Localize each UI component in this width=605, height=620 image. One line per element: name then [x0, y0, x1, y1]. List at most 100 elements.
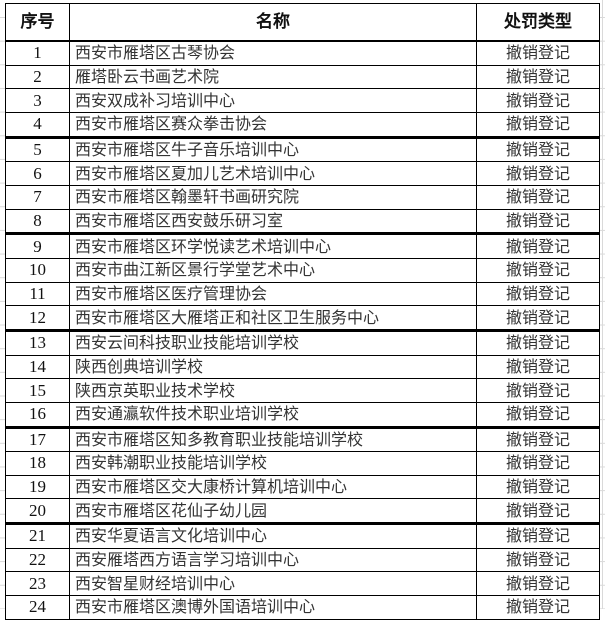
- cell-name: 西安市雁塔区环学悦读艺术培训中心: [69, 233, 477, 259]
- cell-type: 撤销登记: [476, 401, 600, 429]
- cell-type: 撤销登记: [476, 595, 600, 620]
- cell-type: 撤销登记: [476, 547, 600, 573]
- header-row: 序号 名称 处罚类型: [5, 3, 600, 42]
- cell-type: 撤销登记: [476, 40, 600, 66]
- table-row: 11 西安市雁塔区医疗管理协会 撤销登记: [5, 281, 600, 307]
- cell-name: 西安雁塔西方语言学习培训中心: [69, 547, 477, 573]
- cell-type: 撤销登记: [476, 281, 600, 307]
- cell-name: 西安市雁塔区花仙子幼儿园: [69, 498, 477, 526]
- cell-name: 雁塔卧云书画艺术院: [69, 64, 477, 90]
- cell-name: 西安市雁塔区澳博外国语培训中心: [69, 595, 477, 620]
- table-row: 1 西安市雁塔区古琴协会 撤销登记: [5, 40, 600, 66]
- table-body: 1 西安市雁塔区古琴协会 撤销登记 2 雁塔卧云书画艺术院 撤销登记 3 西安双成补习培训中心…: [5, 40, 600, 620]
- cell-no: 21: [5, 523, 70, 549]
- cell-no: 14: [5, 354, 70, 380]
- cell-type: 撤销登记: [476, 208, 600, 236]
- table-row: 13 西安云间科技职业技能培训学校 撤销登记: [5, 329, 600, 356]
- cell-type: 撤销登记: [476, 451, 600, 476]
- cell-no: 7: [5, 184, 70, 210]
- table-row: 3 西安双成补习培训中心 撤销登记: [5, 88, 600, 113]
- cell-no: 20: [5, 498, 70, 526]
- cell-no: 2: [5, 64, 70, 90]
- table-row: 16 西安通瀛软件技术职业培训学校 撤销登记: [5, 401, 600, 429]
- table-row: 14 陕西创典培训学校 撤销登记: [5, 354, 600, 380]
- penalty-table: 序号 名称 处罚类型 1 西安市雁塔区古琴协会 撤销登记 2 雁塔卧云书画艺术院 撤销登记…: [5, 3, 600, 620]
- table-row: 5 西安市雁塔区牛子音乐培训中心 撤销登记: [5, 136, 600, 163]
- cell-type: 撤销登记: [476, 233, 600, 259]
- cell-no: 23: [5, 571, 70, 597]
- header-type: 处罚类型: [476, 3, 600, 42]
- table-row: 18 西安韩潮职业技能培训学校 撤销登记: [5, 451, 600, 476]
- cell-type: 撤销登记: [476, 329, 600, 356]
- table-row: 23 西安智星财经培训中心 撤销登记: [5, 571, 600, 597]
- table-row: 20 西安市雁塔区花仙子幼儿园 撤销登记: [5, 498, 600, 526]
- cell-name: 西安市雁塔区大雁塔正和社区卫生服务中心: [69, 305, 477, 332]
- cell-name: 西安市雁塔区古琴协会: [69, 40, 477, 66]
- cell-type: 撤销登记: [476, 523, 600, 549]
- cell-no: 8: [5, 208, 70, 236]
- table-row: 7 西安市雁塔区翰墨轩书画研究院 撤销登记: [5, 184, 600, 210]
- spreadsheet-gridline: [602, 0, 603, 609]
- cell-no: 22: [5, 547, 70, 573]
- cell-name: 西安市曲江新区景行学堂艺术中心: [69, 257, 477, 283]
- table-row: 12 西安市雁塔区大雁塔正和社区卫生服务中心 撤销登记: [5, 305, 600, 332]
- cell-type: 撤销登记: [476, 111, 600, 139]
- cell-name: 西安市雁塔区赛众拳击协会: [69, 111, 477, 139]
- cell-type: 撤销登记: [476, 426, 600, 453]
- cell-name: 陕西创典培训学校: [69, 354, 477, 380]
- cell-name: 西安市雁塔区牛子音乐培训中心: [69, 136, 477, 163]
- table-row: 10 西安市曲江新区景行学堂艺术中心 撤销登记: [5, 257, 600, 283]
- cell-name: 西安华夏语言文化培训中心: [69, 523, 477, 549]
- cell-no: 5: [5, 136, 70, 163]
- cell-name: 西安通瀛软件技术职业培训学校: [69, 401, 477, 429]
- cell-type: 撤销登记: [476, 305, 600, 332]
- cell-name: 西安市雁塔区交大康桥计算机培训中心: [69, 474, 477, 500]
- header-no: 序号: [5, 3, 70, 42]
- table-row: 2 雁塔卧云书画艺术院 撤销登记: [5, 64, 600, 90]
- cell-no: 6: [5, 161, 70, 186]
- table-row: 17 西安市雁塔区知多教育职业技能培训学校 撤销登记: [5, 426, 600, 453]
- cell-type: 撤销登记: [476, 257, 600, 283]
- cell-type: 撤销登记: [476, 88, 600, 113]
- cell-no: 24: [5, 595, 70, 620]
- table-row: 4 西安市雁塔区赛众拳击协会 撤销登记: [5, 111, 600, 139]
- cell-no: 18: [5, 451, 70, 476]
- cell-no: 10: [5, 257, 70, 283]
- table-row: 9 西安市雁塔区环学悦读艺术培训中心 撤销登记: [5, 233, 600, 259]
- cell-name: 陕西京英职业技术学校: [69, 378, 477, 403]
- cell-type: 撤销登记: [476, 571, 600, 597]
- table-row: 15 陕西京英职业技术学校 撤销登记: [5, 378, 600, 403]
- cell-type: 撤销登记: [476, 354, 600, 380]
- table-row: 19 西安市雁塔区交大康桥计算机培训中心 撤销登记: [5, 474, 600, 500]
- cell-type: 撤销登记: [476, 474, 600, 500]
- cell-type: 撤销登记: [476, 498, 600, 526]
- cell-name: 西安云间科技职业技能培训学校: [69, 329, 477, 356]
- cell-name: 西安市雁塔区知多教育职业技能培训学校: [69, 426, 477, 453]
- cell-no: 13: [5, 329, 70, 356]
- cell-name: 西安市雁塔区翰墨轩书画研究院: [69, 184, 477, 210]
- cell-type: 撤销登记: [476, 184, 600, 210]
- cell-no: 12: [5, 305, 70, 332]
- cell-name: 西安市雁塔区夏加儿艺术培训中心: [69, 161, 477, 186]
- cell-type: 撤销登记: [476, 378, 600, 403]
- cell-type: 撤销登记: [476, 64, 600, 90]
- cell-no: 15: [5, 378, 70, 403]
- cell-no: 19: [5, 474, 70, 500]
- cell-type: 撤销登记: [476, 136, 600, 163]
- cell-name: 西安智星财经培训中心: [69, 571, 477, 597]
- cell-no: 11: [5, 281, 70, 307]
- table-row: 8 西安市雁塔区西安鼓乐研习室 撤销登记: [5, 208, 600, 236]
- cell-name: 西安市雁塔区西安鼓乐研习室: [69, 208, 477, 236]
- table-row: 21 西安华夏语言文化培训中心 撤销登记: [5, 523, 600, 549]
- cell-no: 9: [5, 233, 70, 259]
- table-row: 22 西安雁塔西方语言学习培训中心 撤销登记: [5, 547, 600, 573]
- header-name: 名称: [69, 3, 477, 42]
- cell-name: 西安市雁塔区医疗管理协会: [69, 281, 477, 307]
- cell-name: 西安韩潮职业技能培训学校: [69, 451, 477, 476]
- cell-no: 3: [5, 88, 70, 113]
- cell-no: 16: [5, 401, 70, 429]
- cell-no: 17: [5, 426, 70, 453]
- cell-name: 西安双成补习培训中心: [69, 88, 477, 113]
- table-row: 6 西安市雁塔区夏加儿艺术培训中心 撤销登记: [5, 161, 600, 186]
- table-row: 24 西安市雁塔区澳博外国语培训中心 撤销登记: [5, 595, 600, 620]
